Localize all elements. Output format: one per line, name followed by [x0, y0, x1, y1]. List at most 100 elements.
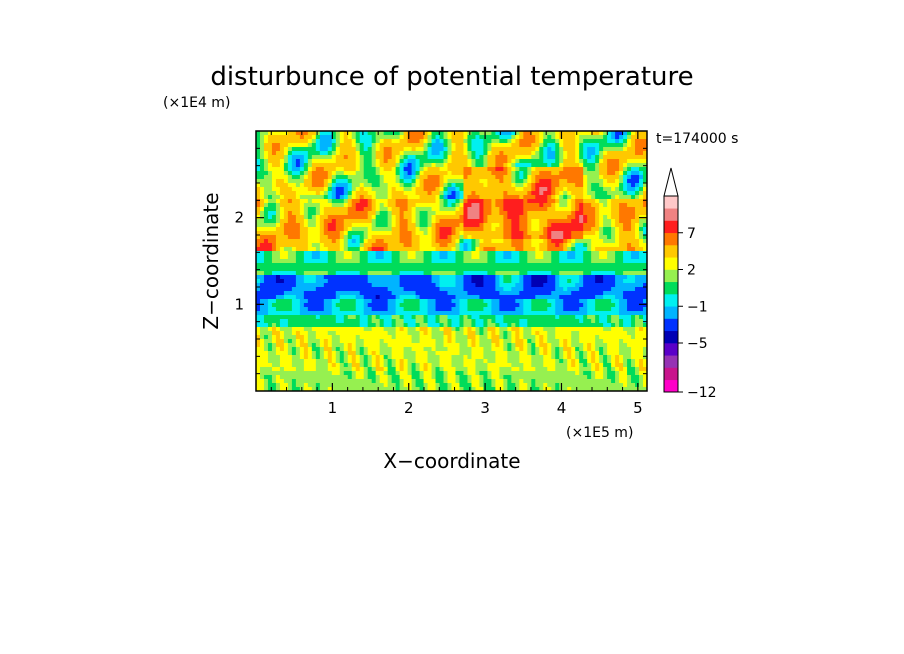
field-cell [259, 171, 265, 176]
field-cell [603, 155, 608, 160]
field-cell [595, 263, 600, 268]
field-cell [563, 275, 568, 280]
field-cell [367, 195, 373, 200]
field-cell [575, 163, 580, 168]
field-cell [611, 295, 616, 300]
field-cell [279, 287, 285, 292]
field-cell [639, 327, 644, 332]
field-cell [543, 271, 548, 276]
field-cell [631, 203, 636, 208]
field-cell [283, 235, 289, 240]
field-cell [607, 311, 612, 316]
field-cell [259, 299, 265, 304]
field-cell [575, 227, 580, 232]
field-cell [547, 299, 552, 304]
field-cell [327, 247, 333, 252]
field-cell [455, 163, 461, 168]
field-cell [599, 275, 604, 280]
field-cell [355, 219, 361, 224]
field-cell [451, 231, 457, 236]
field-cell [307, 215, 313, 220]
field-cell [507, 167, 512, 172]
field-cell [599, 291, 604, 296]
field-cell [331, 207, 337, 212]
field-cell [595, 315, 600, 320]
field-cell [295, 323, 301, 328]
field-cell [535, 331, 540, 336]
field-cell [383, 251, 389, 256]
field-cell [283, 167, 289, 172]
field-cell [587, 307, 592, 312]
field-cell [503, 183, 508, 188]
field-cell [331, 319, 337, 324]
field-cell [475, 323, 481, 328]
field-cell [571, 251, 576, 256]
field-cell [279, 215, 285, 220]
field-cell [631, 223, 636, 228]
field-cell [579, 211, 584, 216]
field-cell [571, 195, 576, 200]
field-cell [399, 171, 405, 176]
field-cell [311, 235, 317, 240]
field-cell [395, 291, 401, 296]
field-cell [279, 187, 285, 192]
field-cell [271, 231, 277, 236]
field-cell [439, 235, 445, 240]
field-cell [259, 203, 265, 208]
field-cell [491, 195, 496, 200]
field-cell [263, 307, 269, 312]
field-cell [475, 255, 481, 260]
field-cell [387, 167, 393, 172]
field-cell [475, 307, 481, 312]
field-cell [475, 195, 481, 200]
field-cell [343, 195, 349, 200]
field-cell [291, 207, 297, 212]
field-cell [307, 143, 313, 148]
field-cell [295, 271, 301, 276]
field-cell [399, 131, 405, 136]
field-cell [643, 263, 647, 268]
field-cell [391, 315, 397, 320]
field-cell [455, 187, 461, 192]
field-cell [411, 331, 417, 336]
field-cell [507, 195, 512, 200]
field-cell [615, 323, 620, 328]
field-cell [267, 267, 273, 272]
field-cell [595, 147, 600, 152]
field-cell [271, 131, 277, 136]
field-cell [327, 259, 333, 264]
field-cell [359, 203, 365, 208]
field-cell [495, 191, 500, 196]
field-cell [583, 203, 588, 208]
field-cell [459, 327, 465, 332]
field-cell [503, 263, 508, 268]
field-cell [351, 271, 357, 276]
field-cell [455, 315, 461, 320]
field-cell [283, 259, 289, 264]
field-cell [639, 243, 644, 248]
field-cell [327, 263, 333, 268]
field-cell [311, 231, 317, 236]
field-cell [415, 287, 421, 292]
field-cell [271, 307, 277, 312]
field-cell [611, 275, 616, 280]
field-cell [543, 147, 548, 152]
field-cell [291, 299, 297, 304]
field-cell [399, 235, 405, 240]
field-cell [467, 147, 473, 152]
field-cell [363, 251, 369, 256]
field-cell [303, 259, 309, 264]
field-cell [547, 259, 552, 264]
field-cell [419, 271, 425, 276]
field-cell [507, 131, 512, 136]
field-cell [627, 135, 632, 140]
field-cell [343, 139, 349, 144]
field-cell [531, 199, 536, 204]
field-cell [527, 283, 532, 288]
field-cell [359, 211, 365, 216]
field-cell [575, 151, 580, 156]
field-cell [459, 247, 465, 252]
field-cell [303, 175, 309, 180]
field-cell [535, 303, 540, 308]
field-cell [527, 275, 532, 280]
